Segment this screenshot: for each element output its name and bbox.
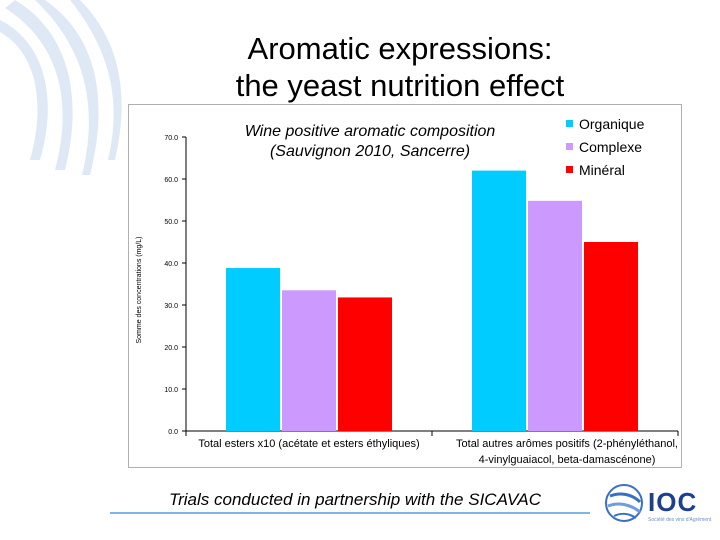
- decorative-wave-graphic: [0, 0, 122, 175]
- bar-complexe-1: [282, 290, 336, 431]
- legend-item-complexe: Complexe: [566, 135, 644, 158]
- ioc-globe-logo-icon: [605, 484, 643, 522]
- legend-label-complexe: Complexe: [579, 138, 643, 155]
- y-tick-label: 10.0: [164, 387, 178, 394]
- legend-swatch-mineral: [566, 166, 573, 173]
- bar-complexe-2: [528, 200, 582, 431]
- footnote: Trials conducted in partnership with the…: [169, 490, 541, 509]
- logo-text: IOC: [648, 487, 698, 517]
- chart-title-line2: (Sauvignon 2010, Sancerre): [269, 143, 471, 160]
- y-tick-label: 20.0: [164, 345, 178, 352]
- chart-title: Wine positive aromatic composition (Sauv…: [220, 122, 520, 162]
- legend-label-mineral: Minéral: [579, 161, 625, 178]
- y-tick-label: 0.0: [168, 429, 178, 436]
- legend-item-organique: Organique: [566, 112, 644, 135]
- y-axis-label: Somme des concentrations (mg/L): [136, 237, 143, 344]
- chart-title-line1: Wine positive aromatic composition: [244, 123, 496, 140]
- slide-title-line1: Aromatic expressions:: [247, 31, 553, 66]
- bar-minral-2: [584, 242, 638, 431]
- chart-legend: Organique Complexe Minéral: [566, 112, 644, 181]
- legend-swatch-organique: [566, 120, 573, 127]
- footer-divider: [110, 512, 590, 514]
- x-category-label: Total esters x10 (acétate et esters éthy…: [198, 438, 419, 450]
- bar-organique-2: [472, 170, 526, 431]
- slide-title-line2: the yeast nutrition effect: [235, 68, 565, 103]
- bar-minral-1: [338, 297, 392, 431]
- slide-title: Aromatic expressions: the yeast nutritio…: [170, 30, 630, 104]
- y-tick-label: 30.0: [164, 303, 178, 310]
- legend-swatch-complexe: [566, 143, 573, 150]
- y-tick-label: 50.0: [164, 219, 178, 226]
- x-category-label: Total autres arômes positifs (2-phénylét…: [456, 438, 678, 450]
- legend-label-organique: Organique: [579, 115, 645, 132]
- logo-subtitle: Société des vins d'Agrément: [648, 517, 712, 523]
- y-tick-label: 60.0: [164, 177, 178, 184]
- y-tick-label: 70.0: [164, 135, 178, 142]
- bar-organique-1: [226, 268, 280, 431]
- x-category-label-line2: 4-vinylguaiacol, beta-damascénone): [479, 454, 656, 466]
- y-tick-label: 40.0: [164, 261, 178, 268]
- legend-item-mineral: Minéral: [566, 158, 644, 181]
